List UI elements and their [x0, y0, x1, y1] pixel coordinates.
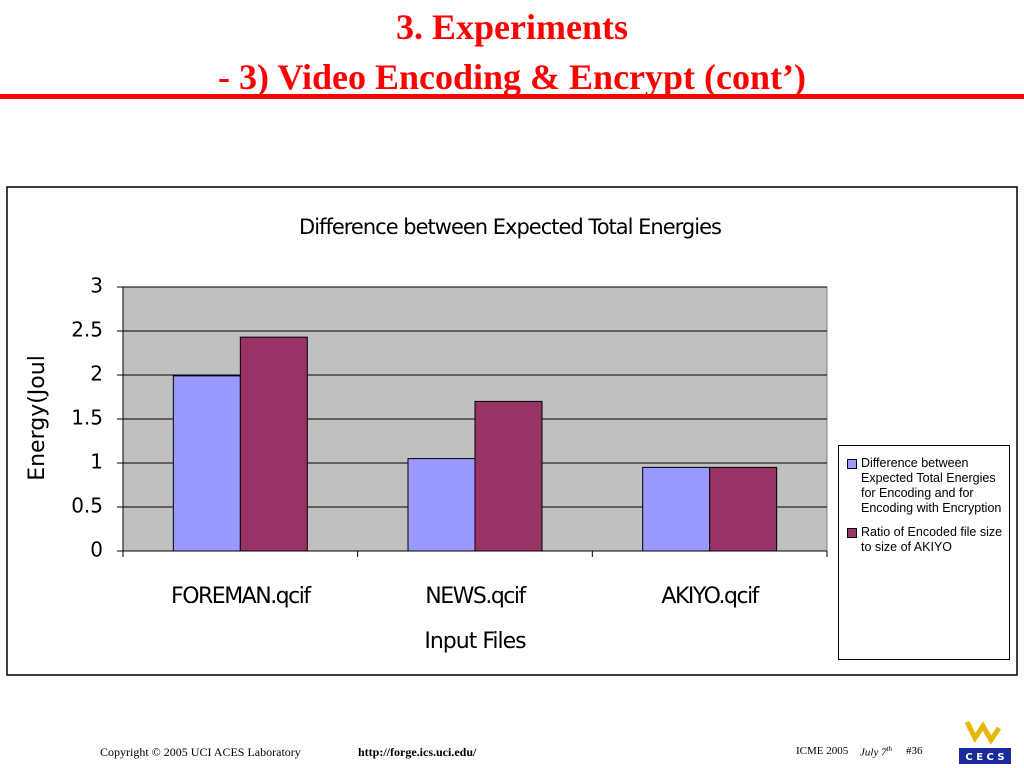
y-tick-label: 0.5 [71, 494, 103, 518]
logo-figure [964, 720, 1002, 745]
page-number: #36 [906, 745, 923, 757]
legend-entry: Difference between Expected Total Energi… [847, 456, 1005, 516]
logo-bar [959, 748, 1011, 764]
copyright: Copyright © 2005 UCI ACES Laboratory [100, 745, 301, 759]
logo-text: C E C S [965, 752, 1004, 763]
title-rule [0, 94, 1024, 99]
bar [642, 466, 711, 552]
bar [239, 336, 308, 552]
x-tick-label: AKIYO.qcif [661, 584, 760, 609]
y-tick-label: 2.5 [71, 318, 103, 342]
bar [407, 458, 476, 552]
legend-label: Difference between Expected Total Energi… [861, 456, 1002, 515]
bar [474, 400, 543, 552]
logo: C E C S [959, 720, 1011, 764]
legend: Difference between Expected Total Energi… [838, 445, 1010, 660]
legend-entry: Ratio of Encoded file size to size of AK… [847, 525, 1005, 555]
y-tick-label: 1.5 [71, 406, 103, 430]
x-tick-label: FOREMAN.qcif [171, 584, 312, 609]
x-tick-label: NEWS.qcif [425, 584, 527, 609]
y-tick-label: 2 [90, 362, 103, 386]
date-suffix: th [886, 745, 893, 753]
date: July 7th [860, 745, 892, 759]
x-axis-label: Input Files [424, 629, 526, 654]
y-tick-label: 1 [90, 450, 103, 474]
bar [172, 375, 241, 552]
y-tick-label: 3 [90, 274, 103, 298]
bar [709, 466, 778, 552]
conference: ICME 2005 [796, 745, 849, 757]
y-tick-label: 0 [90, 538, 103, 562]
url: http://forge.ics.uci.edu/ [358, 745, 477, 759]
legend-swatch [847, 459, 857, 469]
y-axis-label: Energy(Joul [25, 355, 50, 481]
chart-title: Difference between Expected Total Energi… [299, 215, 721, 239]
date-text: July 7 [860, 746, 887, 759]
legend-swatch [847, 528, 857, 538]
slide-title: 3. Experiments [396, 7, 628, 47]
slide-subtitle: - 3) Video Encoding & Encrypt (cont’) [218, 57, 806, 97]
legend-label: Ratio of Encoded file size to size of AK… [861, 525, 1003, 554]
